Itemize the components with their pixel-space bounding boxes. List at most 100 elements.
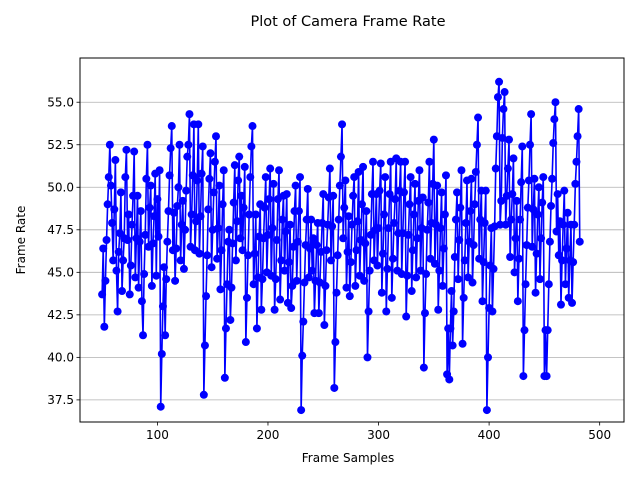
data-point (363, 353, 372, 362)
data-point (240, 162, 249, 171)
data-point (99, 244, 108, 253)
data-point (390, 218, 399, 227)
data-point (471, 167, 480, 176)
data-point (433, 181, 442, 190)
data-point (297, 406, 306, 415)
data-point (229, 198, 238, 207)
data-point (511, 234, 520, 243)
data-point (458, 339, 467, 348)
data-point (217, 246, 226, 255)
y-axis-label: Frame Rate (14, 206, 28, 275)
data-point (519, 372, 528, 381)
data-point (537, 234, 546, 243)
data-point (334, 215, 343, 224)
data-point (369, 157, 378, 166)
data-point (266, 164, 275, 173)
data-point (375, 186, 384, 195)
data-point (207, 263, 216, 272)
data-point (360, 276, 369, 285)
data-point (549, 139, 558, 148)
data-point (559, 220, 568, 229)
data-point (551, 98, 560, 107)
data-point (430, 259, 439, 268)
data-point (503, 164, 512, 173)
data-point (405, 200, 414, 209)
data-point (351, 281, 360, 290)
data-point (533, 210, 542, 219)
data-point (572, 157, 581, 166)
data-point (423, 225, 432, 234)
data-point (570, 220, 579, 229)
data-point (456, 203, 465, 212)
data-point (437, 188, 446, 197)
data-point (353, 217, 362, 226)
data-point (480, 218, 489, 227)
data-point (530, 174, 539, 183)
data-point (544, 280, 553, 289)
data-point (401, 157, 410, 166)
data-point (140, 270, 149, 279)
data-point (294, 207, 303, 216)
data-point (491, 164, 500, 173)
data-point (569, 258, 578, 267)
data-point (412, 273, 421, 282)
data-point (446, 324, 455, 333)
data-point (103, 200, 112, 209)
data-point (548, 174, 557, 183)
data-point (194, 120, 203, 129)
data-point (373, 261, 382, 270)
data-point (174, 183, 183, 192)
data-point (230, 161, 239, 170)
data-point (345, 292, 354, 301)
data-point (113, 307, 122, 316)
data-point (124, 210, 133, 219)
data-point (183, 152, 192, 161)
data-point (281, 227, 290, 236)
data-point (335, 181, 344, 190)
data-point (173, 201, 182, 210)
data-point (391, 195, 400, 204)
y-tick-label: 55.0 (47, 96, 74, 110)
data-point (545, 237, 554, 246)
data-point (121, 173, 130, 182)
data-point (424, 198, 433, 207)
data-point (181, 225, 190, 234)
data-point (154, 232, 163, 241)
data-point (499, 105, 508, 114)
data-point (280, 266, 289, 275)
data-point (382, 307, 391, 316)
data-point (418, 193, 427, 202)
data-point (277, 256, 286, 265)
data-point (187, 210, 196, 219)
data-point (185, 110, 194, 119)
data-point (495, 77, 504, 86)
data-point (219, 166, 228, 175)
data-point (563, 208, 572, 217)
data-point (175, 140, 184, 149)
data-point (359, 162, 368, 171)
data-point (104, 173, 113, 182)
x-tick-label: 200 (257, 428, 280, 442)
data-point (535, 275, 544, 284)
data-point (543, 326, 552, 335)
data-point (338, 120, 347, 129)
data-point (332, 288, 341, 297)
x-tick-label: 400 (478, 428, 501, 442)
data-point (157, 349, 166, 358)
data-point (233, 217, 242, 226)
data-point (309, 234, 318, 243)
data-point (516, 215, 525, 224)
data-point (526, 140, 535, 149)
data-point (278, 215, 287, 224)
data-point (210, 157, 219, 166)
data-point (383, 264, 392, 273)
data-point (542, 372, 551, 381)
data-point (344, 212, 353, 221)
data-point (500, 88, 509, 97)
axis-ticks: 37.5 40.0 42.5 45.0 47.5 50.0 52.5 55.0 100 200 30… (47, 96, 611, 442)
data-point (260, 203, 269, 212)
data-point (420, 309, 429, 318)
data-point (528, 242, 537, 251)
data-point (339, 234, 348, 243)
data-point (257, 305, 266, 314)
